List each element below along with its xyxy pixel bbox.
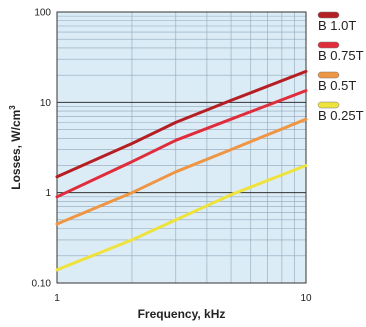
x-axis-label: Frequency, kHz bbox=[138, 307, 226, 321]
series-line-4 bbox=[55, 164, 308, 272]
x-tick-labels: 1 10 bbox=[54, 293, 312, 304]
y-axis-label: Losses, W/cm3 bbox=[8, 105, 23, 190]
series-line-3 bbox=[55, 117, 308, 226]
series-line-1 bbox=[55, 69, 308, 179]
legend: B 1.0T B 0.75T B 0.5T B 0.25T bbox=[317, 11, 364, 123]
y-axis-label-text: Losses, W/cm bbox=[9, 110, 23, 190]
plot-frame bbox=[56, 11, 307, 284]
series-lines bbox=[55, 69, 308, 272]
plot-area bbox=[57, 12, 306, 283]
legend-swatch bbox=[317, 71, 340, 79]
legend-swatch bbox=[317, 41, 340, 49]
y-tick-label: 100 bbox=[34, 8, 51, 19]
legend-swatch bbox=[317, 11, 340, 19]
y-axis-label-superscript: 3 bbox=[8, 105, 17, 110]
grid bbox=[57, 12, 306, 283]
x-tick-label: 1 bbox=[54, 293, 60, 304]
y-tick-label: 0.10 bbox=[32, 279, 52, 290]
legend-label: B 0.5T bbox=[318, 78, 356, 93]
x-tick-label: 10 bbox=[300, 293, 312, 304]
legend-label: B 0.25T bbox=[318, 108, 364, 123]
y-tick-label: 10 bbox=[40, 98, 52, 109]
legend-label: B 1.0T bbox=[318, 18, 356, 33]
series-line-2 bbox=[55, 89, 308, 199]
legend-label: B 0.75T bbox=[318, 48, 364, 63]
y-tick-label: 1 bbox=[45, 188, 51, 199]
legend-swatch bbox=[317, 101, 340, 109]
y-tick-labels: 0.10 1 10 100 bbox=[32, 8, 52, 290]
